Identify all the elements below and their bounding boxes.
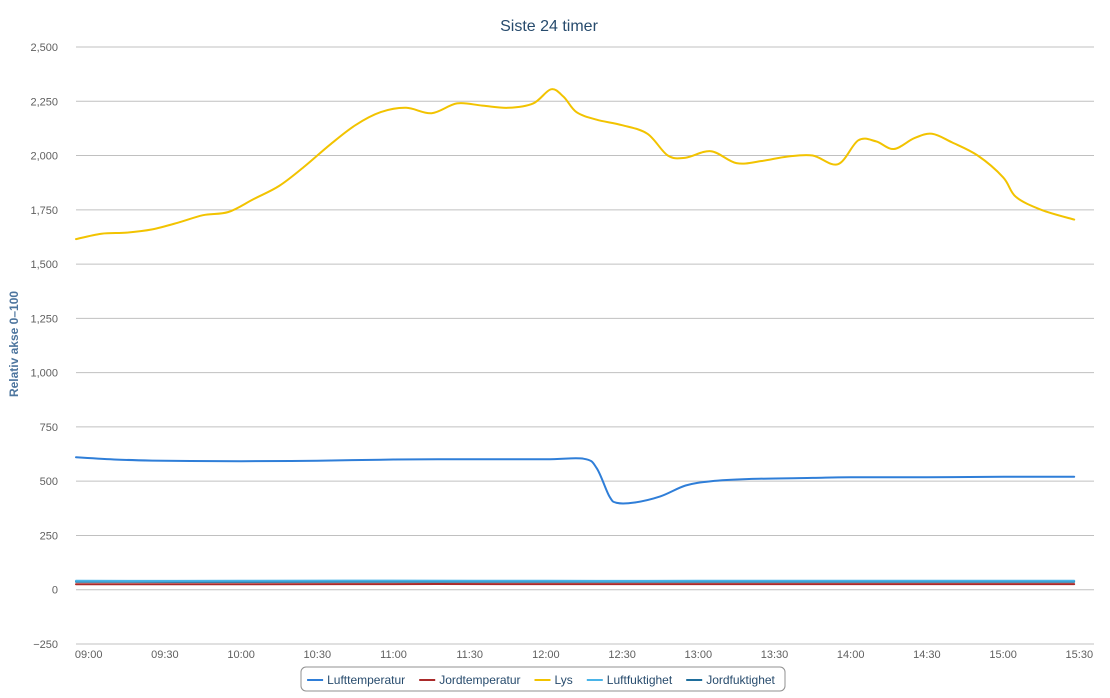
y-axis-tick-labels: −250 0 250 500 750 1,000 1,250 1,500 1,750 2,000 2…: [30, 42, 58, 651]
chart-title: Siste 24 timer: [500, 18, 598, 35]
grid-lines: [76, 46, 1094, 645]
y-tick-label: 1,250: [30, 313, 58, 325]
y-tick-label: 250: [40, 530, 58, 542]
x-tick-label: 09:00: [75, 649, 103, 661]
y-tick-label: 0: [52, 585, 58, 597]
legend-item-lys[interactable]: Lys: [555, 673, 573, 687]
x-tick-label: 13:30: [761, 649, 789, 661]
y-tick-label: 2,000: [30, 151, 58, 163]
x-tick-label: 14:00: [837, 649, 865, 661]
x-tick-label: 15:30: [1066, 649, 1094, 661]
x-tick-label: 09:30: [151, 649, 179, 661]
legend-item-jordfuktighet[interactable]: Jordfuktighet: [706, 673, 775, 687]
y-axis-title: Relativ akse 0–100: [7, 291, 21, 397]
y-tick-label: 1,750: [30, 205, 58, 217]
y-tick-label: 750: [40, 422, 58, 434]
x-tick-label: 11:30: [456, 649, 483, 661]
x-tick-label: 12:00: [532, 649, 560, 661]
y-tick-label: 500: [40, 476, 58, 488]
x-tick-label: 13:00: [685, 649, 713, 661]
y-tick-label: −250: [33, 639, 58, 651]
x-tick-label: 10:00: [227, 649, 255, 661]
series-line-lys: [75, 88, 1076, 241]
x-tick-label: 14:30: [913, 649, 941, 661]
y-tick-label: 2,500: [30, 42, 58, 54]
series-lines: [75, 88, 1076, 586]
x-tick-label: 12:30: [608, 649, 636, 661]
series-line-lufttemperatur: [75, 456, 1076, 505]
y-tick-label: 1,500: [30, 259, 58, 271]
x-tick-label: 15:00: [989, 649, 1017, 661]
legend-item-lufttemperatur[interactable]: Lufttemperatur: [327, 673, 405, 687]
legend: Lufttemperatur Jordtemperatur Lys Luftfukti…: [300, 666, 786, 692]
legend-item-jordtemperatur[interactable]: Jordtemperatur: [439, 673, 520, 687]
y-tick-label: 2,250: [30, 96, 58, 108]
y-tick-label: 1,000: [30, 368, 58, 380]
x-axis-tick-labels: 09:00 09:30 10:00 10:30 11:00 11:30 12:00 12:30…: [75, 649, 1093, 661]
legend-item-luftfuktighet[interactable]: Luftfuktighet: [607, 673, 673, 687]
x-tick-label: 10:30: [304, 649, 332, 661]
x-tick-label: 11:00: [380, 649, 407, 661]
